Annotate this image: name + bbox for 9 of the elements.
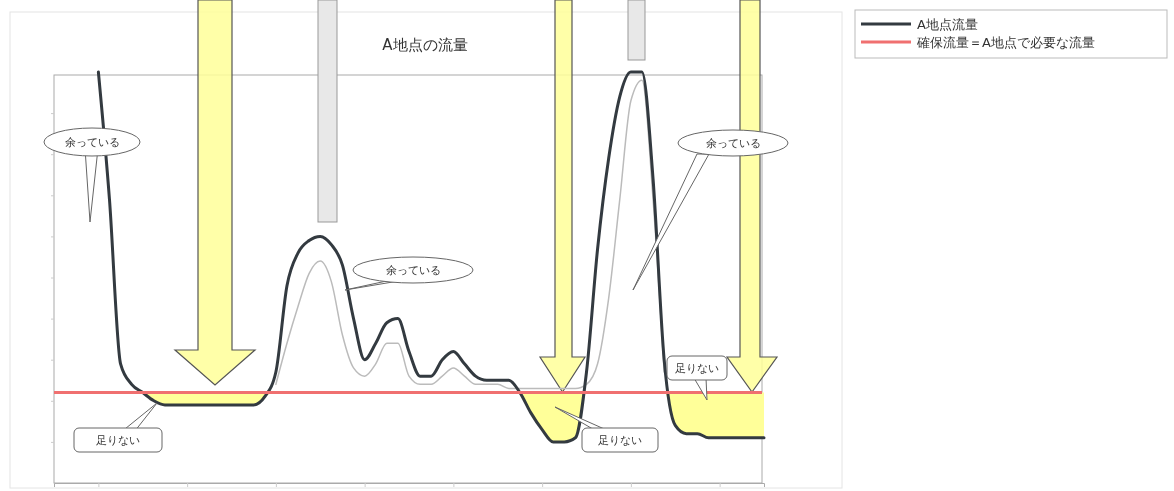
chart-title: A地点の流量 bbox=[382, 36, 468, 54]
annotation: 余っている bbox=[385, 264, 441, 277]
annotation: 足りない bbox=[675, 362, 719, 375]
annotation: 足りない bbox=[598, 434, 642, 447]
annotation: 余っている bbox=[64, 136, 120, 149]
annotation: 余っている bbox=[705, 137, 761, 150]
legend-label: A地点流量 bbox=[917, 17, 978, 32]
annotation: 足りない bbox=[96, 434, 140, 447]
legend-label: 確保流量＝A地点で必要な流量 bbox=[916, 35, 1095, 50]
